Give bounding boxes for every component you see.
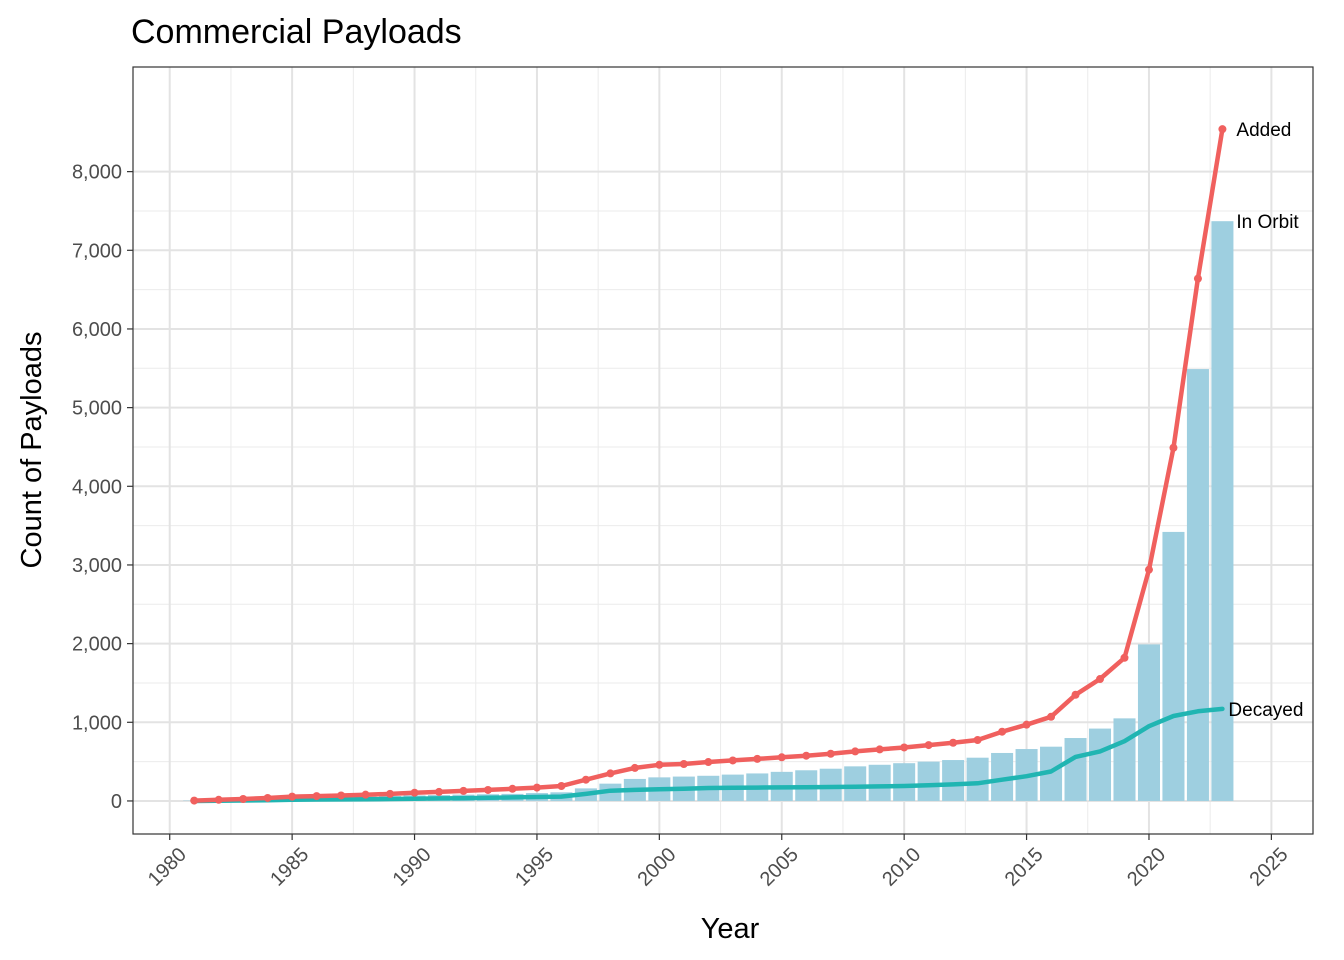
point-added-1990 <box>410 788 419 797</box>
bar-in-orbit-2022 <box>1186 369 1209 801</box>
point-added-1986 <box>312 792 321 801</box>
bar-in-orbit-2023 <box>1211 221 1234 801</box>
point-added-1984 <box>263 793 272 802</box>
point-added-1999 <box>630 763 639 772</box>
bar-in-orbit-2020 <box>1137 644 1160 801</box>
point-added-2022 <box>1193 274 1202 283</box>
point-added-2004 <box>753 754 762 763</box>
x-tick-label: 2020 <box>1123 844 1170 891</box>
y-tick-label: 7,000 <box>72 240 122 262</box>
series-label-in-orbit: In Orbit <box>1236 212 1299 233</box>
bar-in-orbit-2016 <box>1040 746 1063 801</box>
y-tick-label: 3,000 <box>72 555 122 577</box>
series-labels: In Orbit Added Decayed <box>1228 120 1303 721</box>
y-tick-label: 6,000 <box>72 319 122 341</box>
point-added-1998 <box>606 769 615 778</box>
point-added-2005 <box>777 753 786 762</box>
y-axis: 0 1,000 2,000 3,000 4,000 5,000 6,000 7,000 8,00… <box>72 162 133 813</box>
point-added-2001 <box>679 759 688 768</box>
x-tick-label: 1980 <box>144 844 191 891</box>
point-added-1995 <box>532 783 541 792</box>
point-added-2023 <box>1218 125 1227 134</box>
point-added-2012 <box>949 738 958 747</box>
grid <box>133 67 1313 834</box>
point-added-2018 <box>1096 675 1105 684</box>
point-added-1997 <box>581 775 590 784</box>
point-added-1982 <box>214 795 223 804</box>
point-added-2008 <box>851 747 860 756</box>
bar-in-orbit-2021 <box>1162 531 1185 801</box>
bar-in-orbit-2014 <box>991 752 1014 801</box>
series-lines <box>190 125 1227 805</box>
y-tick-label: 1,000 <box>72 712 122 734</box>
bar-in-orbit-2018 <box>1088 728 1112 801</box>
bar-in-orbit-2008 <box>844 766 867 801</box>
point-added-1981 <box>190 796 199 805</box>
point-added-1992 <box>459 786 468 795</box>
point-added-2007 <box>826 749 835 758</box>
bar-in-orbit-2011 <box>917 761 940 801</box>
x-axis-title: Year <box>701 913 760 945</box>
point-added-2009 <box>875 745 884 754</box>
line-decayed <box>191 706 1225 804</box>
chart-title: Commercial Payloads <box>131 13 462 51</box>
point-added-2010 <box>900 743 909 752</box>
point-added-1993 <box>483 785 492 794</box>
plot-panel-border <box>132 66 1314 835</box>
point-added-2006 <box>802 751 811 760</box>
point-added-1983 <box>239 794 248 803</box>
point-added-2003 <box>728 756 737 765</box>
x-tick-label: 2005 <box>756 844 803 891</box>
point-added-1985 <box>288 792 297 801</box>
y-axis-title: Count of Payloads <box>16 332 48 569</box>
point-added-2000 <box>655 760 664 769</box>
bar-in-orbit-2017 <box>1064 738 1087 801</box>
series-label-decayed: Decayed <box>1228 700 1303 721</box>
point-added-2020 <box>1144 565 1153 574</box>
point-added-2017 <box>1071 690 1080 699</box>
point-added-1991 <box>435 787 444 796</box>
point-added-1989 <box>386 789 395 798</box>
x-tick-label: 2010 <box>878 844 925 891</box>
x-tick-label: 1990 <box>389 844 436 891</box>
bar-in-orbit-2019 <box>1113 718 1136 801</box>
x-tick-label: 1995 <box>511 844 558 891</box>
y-tick-label: 2,000 <box>72 634 122 656</box>
x-tick-label: 1985 <box>266 844 313 891</box>
y-tick-label: 8,000 <box>72 162 122 184</box>
bar-in-orbit-2013 <box>966 757 989 801</box>
bar-in-orbit-2012 <box>942 760 965 801</box>
bar-in-orbit-2010 <box>893 763 916 801</box>
point-added-2021 <box>1169 443 1178 452</box>
point-added-1994 <box>508 784 517 793</box>
point-added-1987 <box>337 791 346 800</box>
y-tick-label: 4,000 <box>72 476 122 498</box>
point-added-2016 <box>1047 712 1056 721</box>
x-axis: 1980 1985 1990 1995 2000 2005 2010 2015 2020 2025 <box>144 834 1293 891</box>
point-added-2011 <box>924 741 933 750</box>
point-added-2002 <box>704 758 713 767</box>
point-added-2014 <box>998 727 1007 736</box>
bar-in-orbit-2009 <box>868 764 891 801</box>
x-tick-label: 2000 <box>633 844 680 891</box>
point-added-2015 <box>1022 720 1031 729</box>
x-tick-label: 2015 <box>1001 844 1048 891</box>
y-tick-label: 0 <box>111 791 122 813</box>
x-tick-label: 2025 <box>1246 844 1293 891</box>
point-added-1988 <box>361 790 370 799</box>
y-tick-label: 5,000 <box>72 398 122 420</box>
point-added-2013 <box>973 735 982 744</box>
point-added-2019 <box>1120 653 1129 662</box>
line-added <box>191 126 1225 803</box>
series-label-added: Added <box>1236 120 1291 141</box>
point-added-1996 <box>557 782 566 791</box>
in-orbit-bars <box>183 221 1234 801</box>
